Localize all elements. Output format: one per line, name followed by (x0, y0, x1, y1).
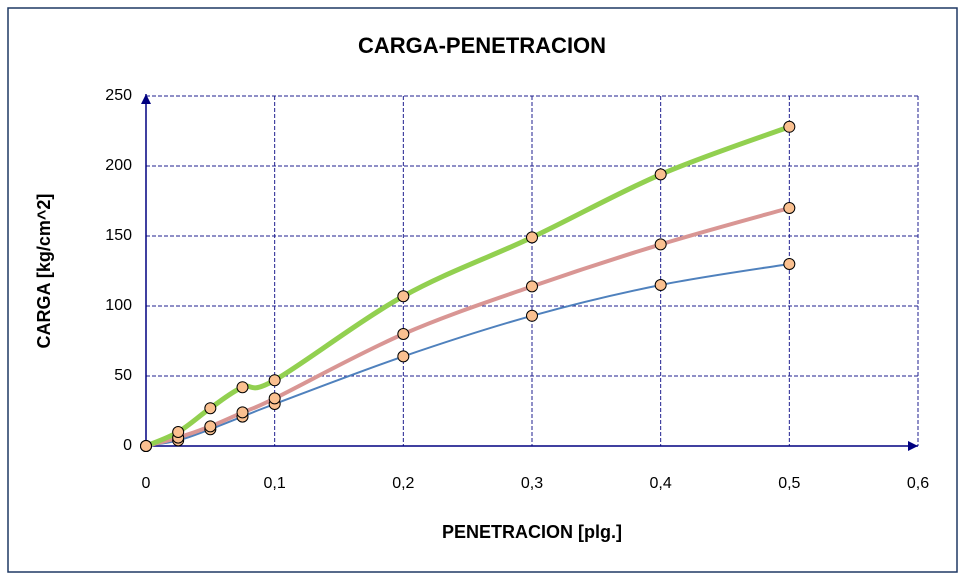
data-point (654, 168, 667, 181)
data-point (783, 202, 796, 214)
data-point (204, 402, 217, 415)
data-point (783, 258, 796, 270)
y-tick-label: 250 (105, 87, 132, 104)
y-tick-label: 200 (105, 157, 132, 174)
data-point (268, 374, 281, 387)
chart-title: CARGA-PENETRACION (358, 33, 606, 58)
x-tick-label: 0,3 (521, 475, 543, 492)
data-point (397, 328, 410, 340)
data-point (654, 238, 667, 251)
series-line (145, 263, 790, 447)
series-line (145, 124, 791, 449)
data-point (236, 406, 249, 419)
series-line (145, 206, 790, 448)
x-tick-label: 0,2 (392, 475, 414, 492)
x-tick-label: 0,5 (778, 475, 800, 492)
data-point (236, 381, 249, 394)
data-point (526, 309, 538, 322)
chart-frame (7, 7, 958, 573)
data-point (526, 231, 538, 244)
y-tick-label: 50 (114, 367, 132, 384)
x-tick-label: 0,6 (907, 475, 929, 492)
data-point (397, 290, 410, 303)
data-point (268, 392, 281, 405)
x-axis-label: PENETRACION [plg.] (442, 522, 622, 542)
y-tick-label: 150 (105, 227, 132, 244)
x-axis-arrow (908, 441, 918, 451)
y-axis-arrow (141, 94, 151, 104)
y-axis-label: CARGA [kg/cm^2] (34, 194, 54, 349)
x-tick-label: 0,4 (650, 475, 672, 492)
data-point (654, 279, 667, 291)
x-tick-label: 0,1 (264, 475, 286, 492)
data-point (783, 120, 796, 133)
data-point (140, 440, 152, 452)
data-point (172, 426, 185, 438)
y-tick-label: 0 (123, 437, 132, 454)
x-tick-label: 0 (142, 475, 151, 492)
data-point (397, 350, 410, 363)
data-point (526, 280, 538, 293)
data-point (204, 420, 217, 433)
y-tick-label: 100 (105, 297, 132, 314)
